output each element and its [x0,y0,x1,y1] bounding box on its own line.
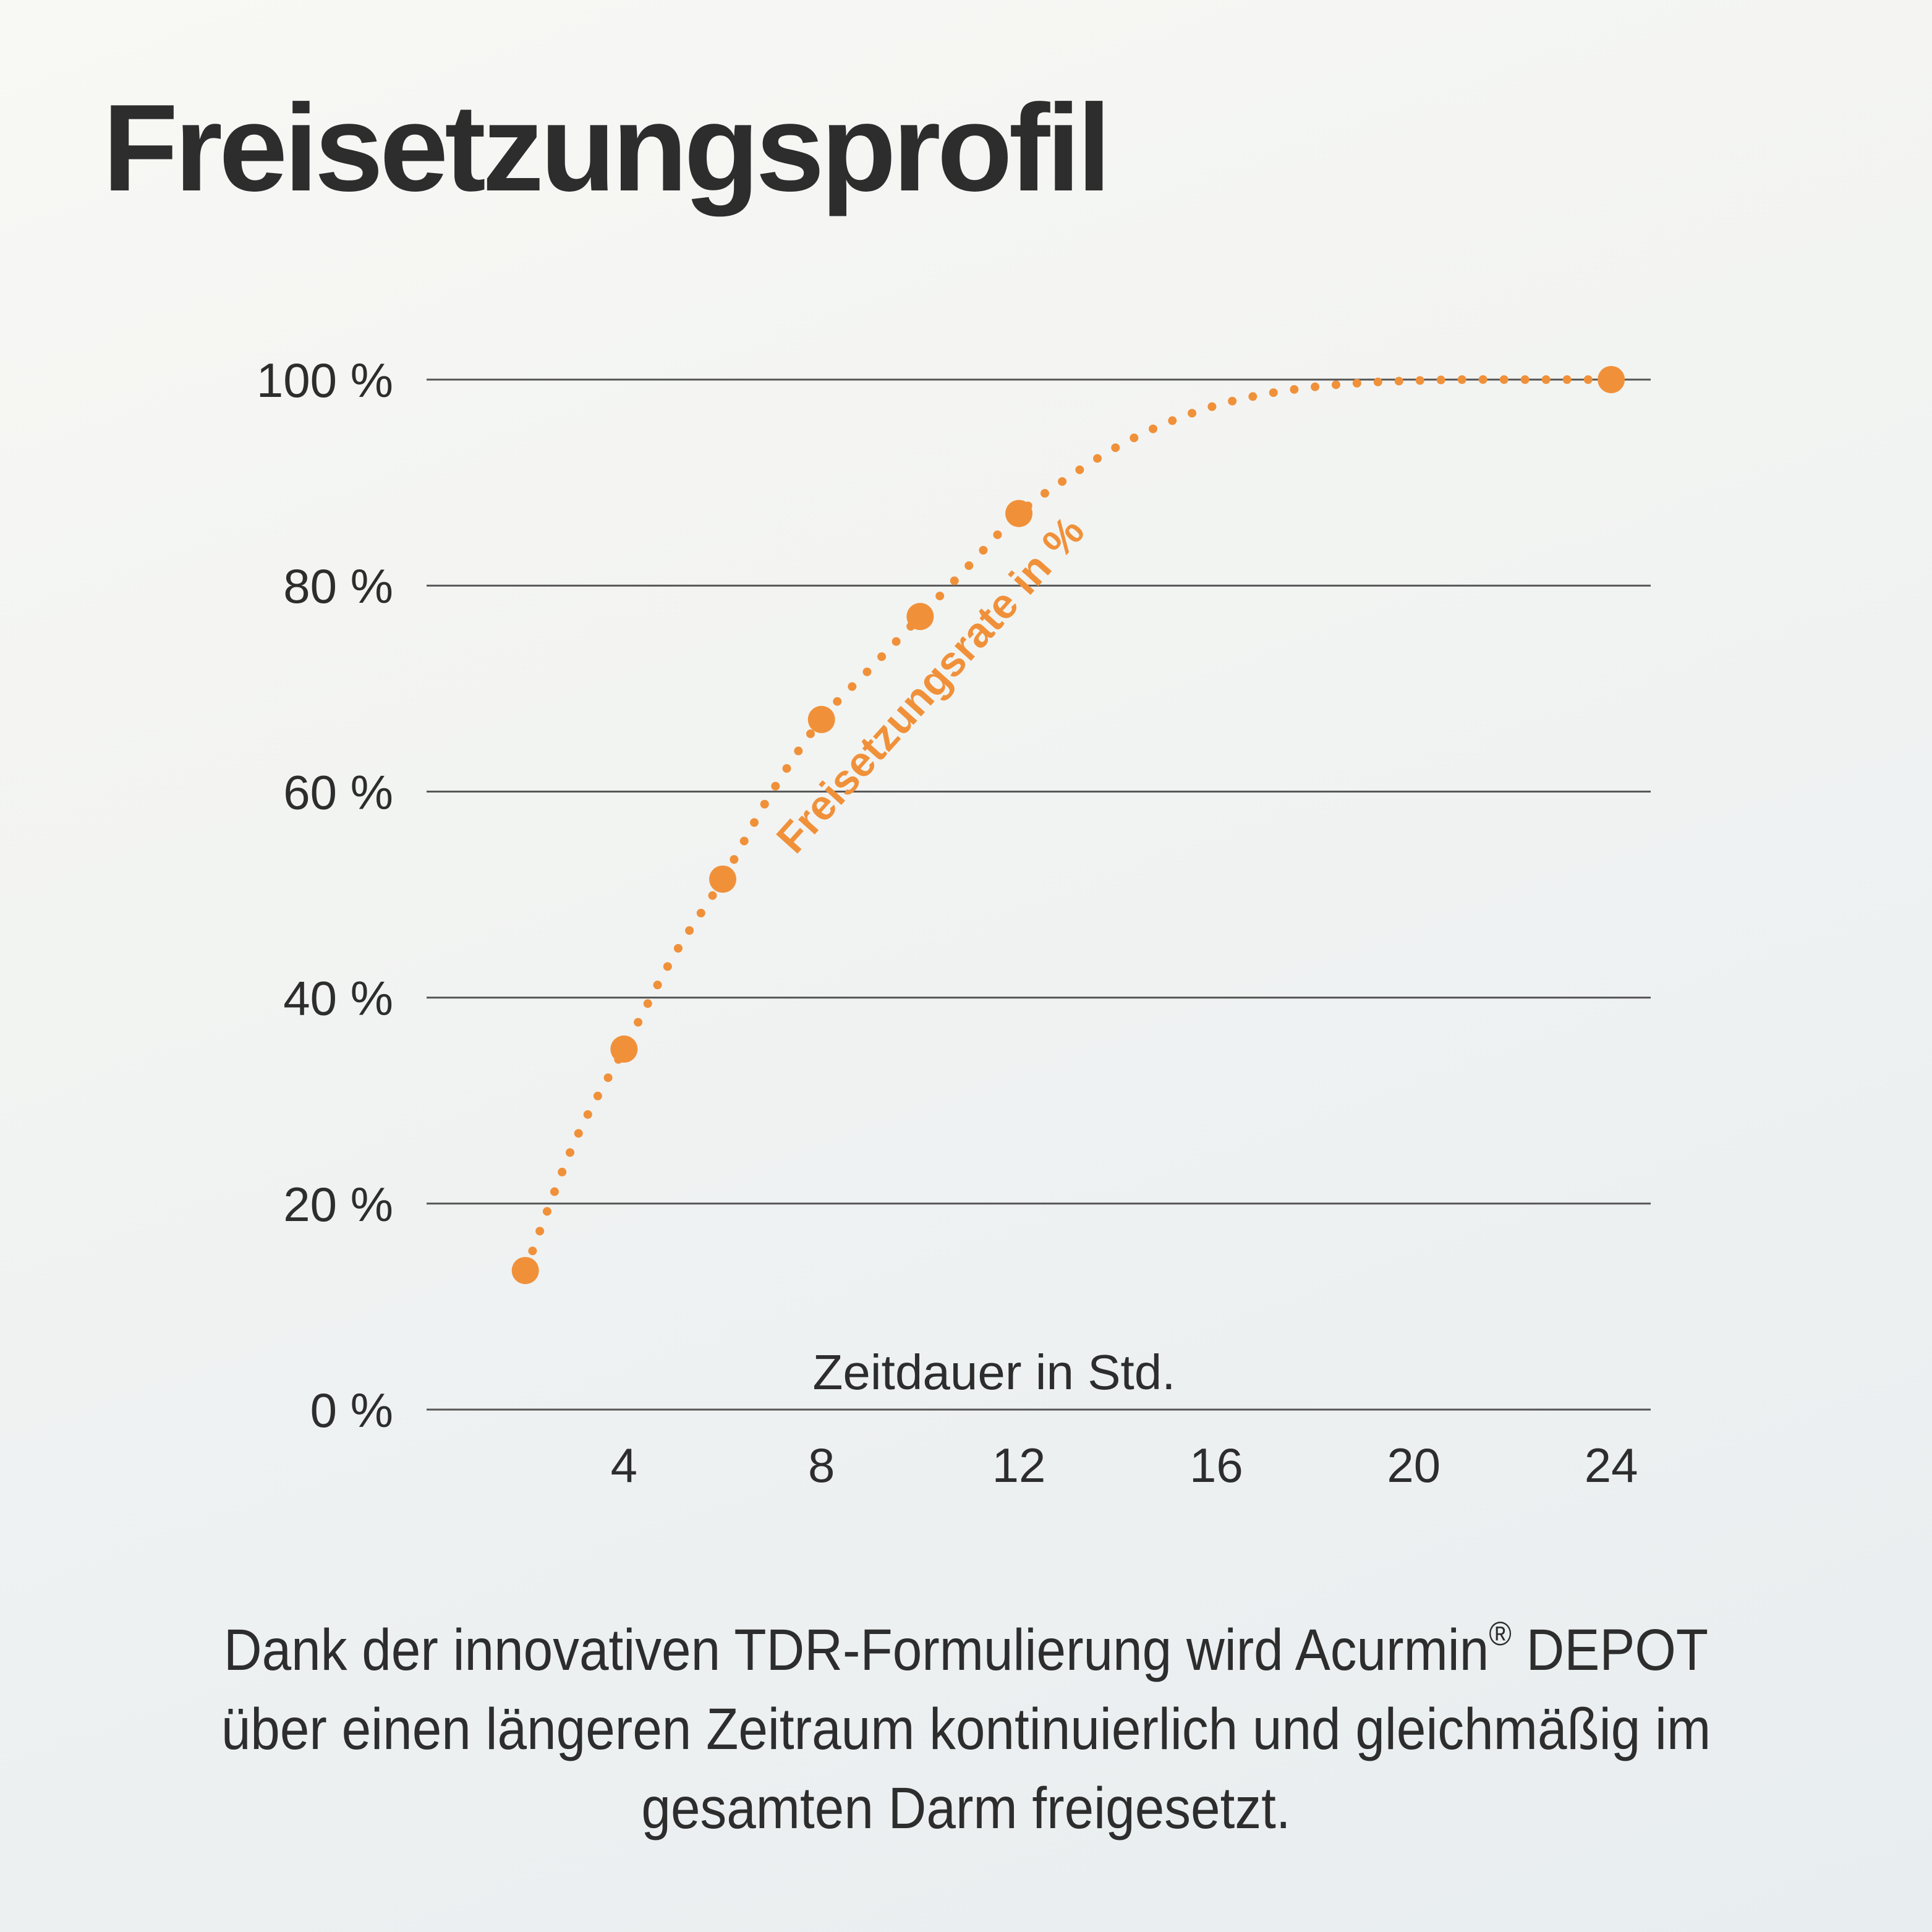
x-axis-ticks: 4 8 12 16 20 24 [611,1438,1638,1492]
data-point [807,705,835,733]
caption: Dank der innovativen TDR-Formulierung wi… [208,1611,1724,1848]
y-tick-label: 60 % [283,765,393,819]
gridlines [427,378,1651,1411]
x-tick-label: 20 [1387,1438,1440,1492]
caption-text-1: Dank der innovativen TDR-Formulierung wi… [223,1617,1489,1683]
y-tick-label: 0 % [310,1383,393,1437]
y-tick-label: 80 % [283,559,393,613]
page-title: Freisetzungsprofil [103,79,1111,217]
caption-text-2: DEPOT über einen längeren Zeitraum konti… [221,1617,1711,1841]
x-tick-label: 4 [611,1438,637,1492]
y-tick-label: 40 % [283,971,393,1026]
data-point [709,866,737,893]
series-label: Freisetzungsrate in % [768,508,1094,862]
registered-mark: ® [1489,1614,1512,1653]
data-point [1005,500,1033,527]
data-point [906,603,934,631]
x-tick-label: 8 [808,1438,835,1492]
x-tick-label: 24 [1585,1438,1638,1492]
data-point [610,1035,638,1063]
release-curve [521,375,1616,1275]
x-tick-label: 16 [1189,1438,1243,1492]
data-point [1598,366,1625,393]
y-tick-label: 100 % [257,353,393,407]
x-tick-label: 12 [992,1438,1046,1492]
y-tick-label: 20 % [283,1177,393,1232]
data-point [511,1257,539,1285]
x-axis-label: Zeitdauer in Std. [813,1345,1176,1400]
y-axis-ticks: 0 % 20 % 40 % 60 % 80 % 100 % [257,353,393,1437]
data-points [511,366,1625,1285]
